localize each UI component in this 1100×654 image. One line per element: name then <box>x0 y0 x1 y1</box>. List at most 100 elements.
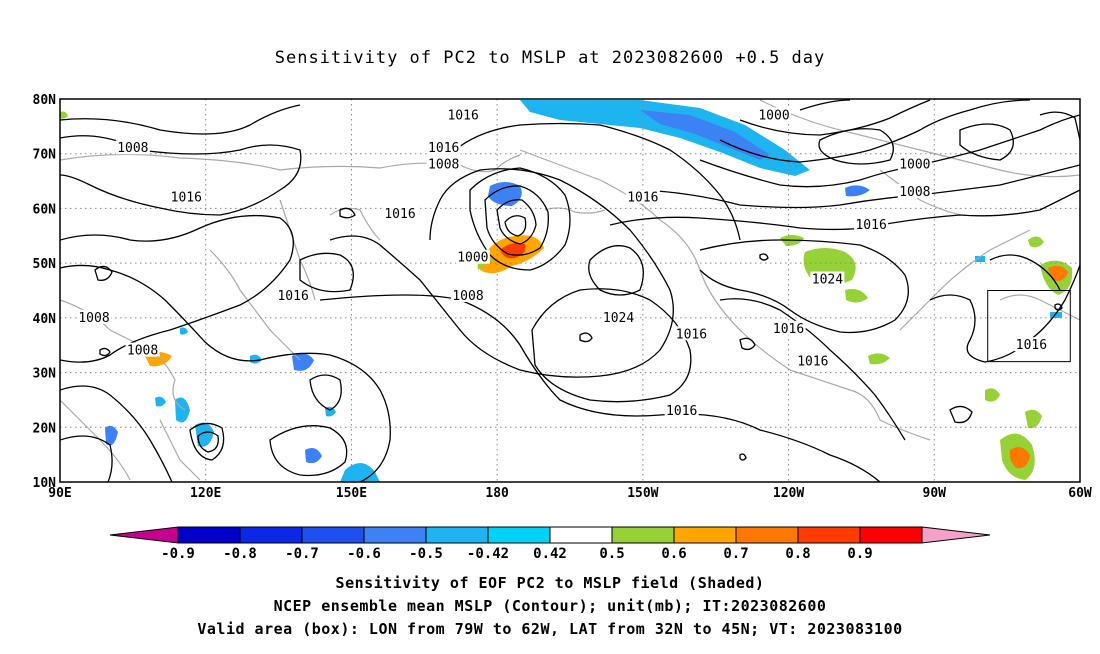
shade-blue-wpac9 <box>180 327 188 335</box>
contour-label-bg <box>451 287 485 302</box>
colorbar-tick-label: -0.8 <box>223 546 257 562</box>
contour-label: 1016 <box>797 355 828 370</box>
shade-blue-wpac2 <box>175 397 190 423</box>
contour-labels: 1016 1000 1008 1016 1008 1000 1016 1008 1016 1016… <box>77 107 1049 419</box>
lat-label: 80N <box>33 93 57 108</box>
coastlines <box>60 99 1080 481</box>
lat-label: 40N <box>33 312 57 327</box>
contour-label: 1016 <box>627 190 658 205</box>
contour-label: 1008 <box>899 185 930 200</box>
contour-label-bg <box>601 309 636 324</box>
colorbar-segment <box>859 526 923 544</box>
colorbar-segment <box>797 526 861 544</box>
colorbar-tick-label: -0.6 <box>347 546 381 562</box>
contour-label: 1016 <box>855 218 886 233</box>
colorbar-segment <box>301 526 365 544</box>
colorbar-tick-label: 0.9 <box>847 546 872 562</box>
lat-label: 50N <box>33 257 57 272</box>
contour-label-bg <box>854 216 889 231</box>
contour-label-bg <box>810 271 845 286</box>
lat-lon-grid <box>60 99 1080 482</box>
lon-label: 90E <box>48 486 71 501</box>
colorbar-segment <box>735 526 799 544</box>
contour-label-bg <box>897 184 932 199</box>
contour-label-bg <box>795 353 830 368</box>
contour-label-bg <box>125 342 160 357</box>
shade-blue-arctic <box>520 100 810 176</box>
contour-label: 1008 <box>117 141 148 156</box>
contour-label: 1016 <box>447 108 478 123</box>
lon-label: 120W <box>773 486 804 501</box>
shade-orange-atl2 <box>1009 446 1030 469</box>
map-frame <box>59 98 1081 483</box>
shade-blue-wpac3 <box>195 422 214 447</box>
caption-shaded: Sensitivity of EOF PC2 to MSLP field (Sh… <box>335 574 765 592</box>
contour-label: 1016 <box>428 141 459 156</box>
shade-blue-wpac6 <box>305 448 322 464</box>
contour-label-bg <box>625 189 660 204</box>
colorbar-tick-label: 0.6 <box>661 546 686 562</box>
contour-label-bg <box>664 402 699 417</box>
colorbar-arrow-right <box>921 526 991 544</box>
contour-label-bg <box>1014 337 1049 352</box>
colorbar-tick-label: -0.42 <box>467 546 509 562</box>
colorbar-segment <box>549 526 613 544</box>
caption-valid-area: Valid area (box): LON from 79W to 62W, L… <box>197 620 903 638</box>
lat-label: 70N <box>33 148 57 163</box>
valid-area-box <box>987 290 1071 363</box>
colorbar-segment <box>363 526 427 544</box>
contour-label-bg <box>897 156 932 171</box>
contour-label-bg <box>446 107 481 122</box>
contour-label: 1016 <box>1016 338 1047 353</box>
colorbar-segment <box>487 526 551 544</box>
latitude-labels: 80N 70N 60N 50N 40N 30N 20N 10N <box>33 93 57 491</box>
shade-green-gl3 <box>845 289 868 303</box>
contour-label: 1000 <box>457 251 488 266</box>
colorbar-tick-label: 0.7 <box>723 546 748 562</box>
contour-label-bg <box>169 189 204 204</box>
colorbar-segment <box>673 526 737 544</box>
lon-label: 150W <box>627 486 658 501</box>
colorbar-tick-label: 0.42 <box>533 546 567 562</box>
caption-contour: NCEP ensemble mean MSLP (Contour); unit(… <box>273 597 827 615</box>
contour-label: 1024 <box>812 273 843 288</box>
colorbar-arrow-left <box>109 526 179 544</box>
lon-label: 60W <box>1068 486 1092 501</box>
contour-label: 1024 <box>603 311 634 326</box>
contour-label-bg <box>757 107 791 122</box>
lat-label: 30N <box>33 367 57 382</box>
shade-blue-wpac10 <box>250 354 262 364</box>
colorbar-segment <box>177 526 241 544</box>
shade-blue-wpac8 <box>155 396 166 407</box>
contour-label-bg <box>426 156 461 171</box>
lon-label: 150E <box>336 486 367 501</box>
contour-label: 1016 <box>277 289 308 304</box>
shade-green-west <box>60 111 68 119</box>
contour-label-bg <box>771 320 806 335</box>
colorbar-segment <box>611 526 675 544</box>
shade-blue-ne2 <box>975 256 985 262</box>
lon-label: 90W <box>923 486 947 501</box>
lat-label: 60N <box>33 202 57 217</box>
contour-label: 1000 <box>758 108 789 123</box>
colorbar-tick-label: -0.5 <box>409 546 443 562</box>
shade-blue-wpac1 <box>105 425 118 446</box>
contour-label: 1008 <box>452 289 483 304</box>
contour-label-bg <box>115 140 150 155</box>
shade-green-atl3 <box>1025 409 1042 429</box>
contour-label: 1016 <box>773 322 804 337</box>
colorbar-tick-label: -0.7 <box>285 546 319 562</box>
contour-label: 1016 <box>384 207 415 222</box>
shade-blue-hudson <box>845 185 870 197</box>
contour-label: 1016 <box>171 190 202 205</box>
shade-blue-wpac5 <box>340 462 380 482</box>
longitude-labels: 90E 120E 150E 180 150W 120W 90W 60W <box>48 486 1092 501</box>
shade-green-se <box>868 353 890 365</box>
colorbar-segment <box>239 526 303 544</box>
shade-green-ne2 <box>1028 236 1044 248</box>
colorbar-tick-label: 0.5 <box>599 546 624 562</box>
contour-label: 1016 <box>676 327 707 342</box>
colorbar-segment <box>425 526 489 544</box>
contour-label-bg <box>383 205 417 220</box>
contour-label-bg <box>77 309 111 324</box>
